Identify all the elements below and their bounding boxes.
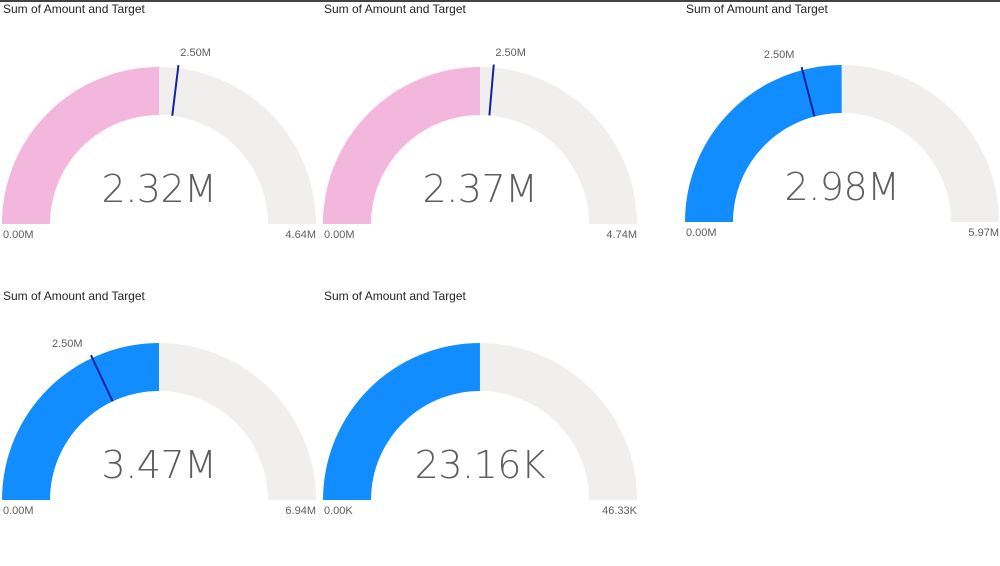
gauge-min-label: 0.00M — [686, 227, 717, 239]
gauge-svg — [323, 64, 637, 224]
gauge-max-label: 5.97M — [968, 227, 999, 239]
gauge-value-arc[interactable] — [2, 343, 159, 500]
gauge-title: Sum of Amount and Target — [3, 289, 145, 303]
gauge-value-label: 2.32M — [101, 167, 217, 211]
report-top-border — [0, 0, 1000, 2]
gauge-target-label: 2.50M — [763, 49, 795, 62]
gauge-min-label: 0.00K — [324, 505, 353, 517]
gauge-title: Sum of Amount and Target — [324, 2, 466, 16]
gauge-target-marker[interactable] — [488, 64, 495, 116]
gauge-visual[interactable]: Sum of Amount and Target 2.32M 0.00M 4.64M 2… — [0, 0, 318, 241]
gauge-min-label: 0.00M — [3, 229, 34, 241]
gauge-svg — [323, 343, 637, 500]
gauge-value-arc[interactable] — [685, 65, 842, 222]
gauge-target-label: 2.50M — [52, 337, 83, 350]
gauge-value-label: 23.16K — [414, 443, 546, 487]
gauge-max-label: 46.33K — [602, 505, 637, 517]
gauge-svg — [685, 65, 999, 222]
gauge-max-label: 4.74M — [606, 229, 637, 241]
gauge-visual[interactable]: Sum of Amount and Target 2.37M 0.00M 4.74M 2… — [321, 0, 639, 241]
gauge-target-marker[interactable] — [90, 354, 114, 402]
gauge-visual[interactable]: Sum of Amount and Target 23.16K 0.00K 46.33… — [321, 287, 639, 527]
gauge-svg — [2, 343, 316, 500]
gauge-min-label: 0.00M — [324, 229, 355, 241]
gauge-target-label: 2.50M — [180, 47, 211, 60]
gauge-title: Sum of Amount and Target — [686, 2, 828, 16]
gauge-target-marker[interactable] — [171, 65, 180, 116]
gauge-value-arc[interactable] — [323, 67, 480, 224]
gauge-value-label: 2.37M — [422, 167, 538, 211]
gauge-visual[interactable]: Sum of Amount and Target 2.98M 0.00M 5.97M 2… — [683, 0, 1000, 240]
gauge-max-label: 6.94M — [285, 505, 316, 517]
gauge-visual[interactable]: Sum of Amount and Target 3.47M 0.00M 6.94M 2… — [0, 287, 318, 527]
gauge-target-marker[interactable] — [800, 66, 816, 117]
gauge-title: Sum of Amount and Target — [324, 289, 466, 303]
gauge-value-label: 2.98M — [784, 165, 900, 209]
gauge-min-label: 0.00M — [3, 505, 34, 517]
gauge-max-label: 4.64M — [285, 229, 316, 241]
gauge-target-label: 2.50M — [495, 46, 526, 59]
gauge-value-label: 3.47M — [101, 443, 217, 487]
gauge-svg — [2, 65, 316, 224]
gauge-value-arc[interactable] — [2, 67, 159, 224]
gauge-value-arc[interactable] — [323, 343, 480, 500]
gauge-title: Sum of Amount and Target — [3, 2, 145, 16]
